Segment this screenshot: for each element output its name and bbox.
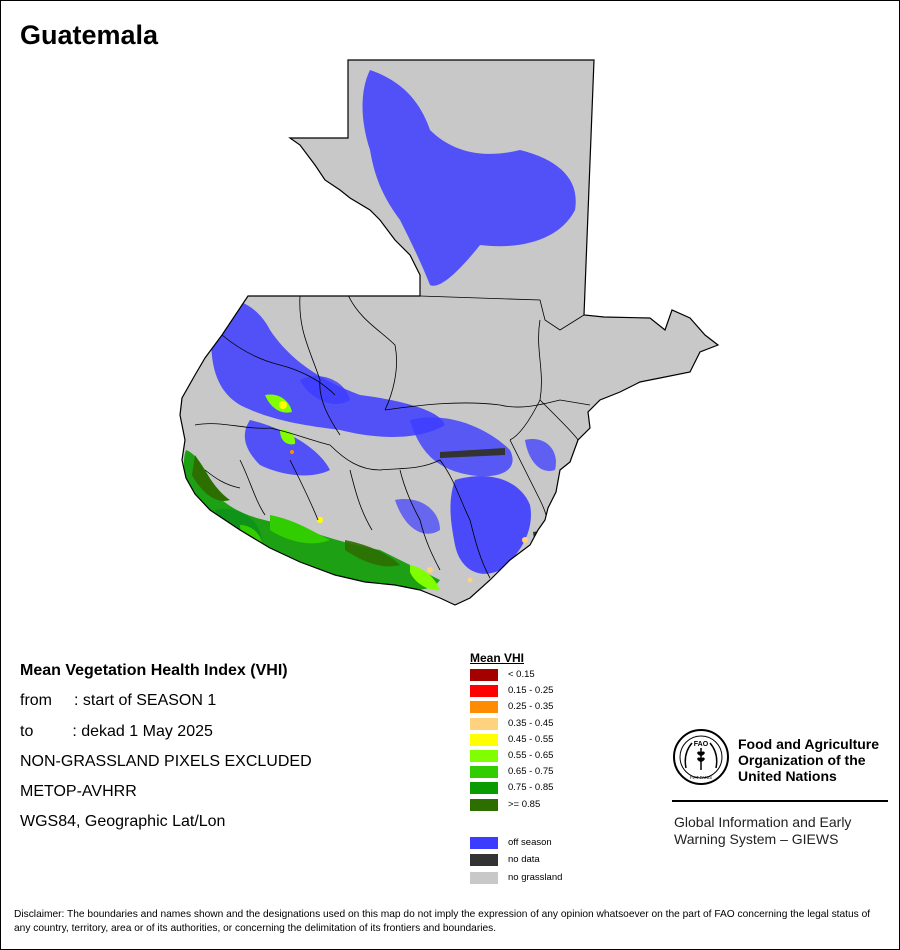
giews-line2: Warning System – GIEWS: [674, 831, 839, 847]
country-outline: [179, 59, 720, 606]
info-from-label: from: [20, 692, 52, 710]
legend-label: 0.55 - 0.65: [508, 750, 554, 761]
info-from-value: : start of SEASON 1: [74, 692, 217, 710]
department-boundaries: [194, 294, 591, 579]
fao-name-line1: Food and Agriculture: [738, 736, 880, 752]
legend-swatch: [470, 750, 498, 762]
legend-label: no grassland: [508, 871, 563, 883]
legend-swatch: [470, 782, 498, 795]
legend-swatch: [470, 701, 498, 714]
map-title: Guatemala: [20, 20, 159, 50]
legend-swatch: [470, 669, 498, 681]
info-to-value: : dekad 1 May 2025: [72, 722, 213, 740]
info-projection: WGS84, Geographic Lat/Lon: [20, 813, 226, 831]
legend-swatch: [470, 854, 498, 867]
info-from-row: from : start of SEASON 1: [20, 686, 312, 716]
legend-label: no data: [508, 854, 540, 866]
legend-label: 0.45 - 0.55: [508, 733, 554, 745]
info-to-label: to: [20, 722, 34, 740]
fao-logo-motto: FIAT PANIS: [690, 775, 712, 780]
legend-label: 0.35 - 0.45: [508, 717, 554, 729]
legend-swatch: [470, 685, 498, 698]
info-heading: Mean Vegetation Health Index (VHI): [20, 662, 288, 679]
legend-label: 0.25 - 0.35: [508, 701, 554, 713]
fao-name-line3: United Nations: [738, 768, 837, 784]
legend-swatch: [470, 733, 498, 746]
vegetation-dry-areas: [279, 401, 528, 583]
fao-divider: [672, 800, 888, 802]
vhi-pixel-layer: [183, 70, 576, 591]
legend-swatch: [470, 871, 498, 884]
legend-label: 0.75 - 0.85: [508, 782, 554, 794]
legend-label: 0.15 - 0.25: [508, 685, 554, 697]
legend-label: off season: [508, 836, 552, 848]
legend-swatch: [470, 717, 498, 730]
legend-label: >= 0.85: [508, 798, 541, 810]
legend-swatch: [470, 766, 498, 779]
fao-name: Food and Agriculture Organization of the…: [738, 736, 879, 784]
info-note: NON-GRASSLAND PIXELS EXCLUDED: [20, 752, 312, 770]
disclaimer: Disclaimer: The boundaries and names sho…: [14, 909, 871, 934]
info-to-row: to : dekad 1 May 2025: [20, 717, 312, 747]
giews-line1: Global Information and Early: [674, 814, 852, 830]
giews-name: Global Information and Early Warning Sys…: [674, 814, 851, 848]
legend-title: Mean VHI: [470, 651, 525, 665]
map-legend: Mean VHI < 0.15 0.15 - 0.25 0.25 - 0.35 0.3…: [470, 651, 562, 884]
map-info-block: Mean Vegetation Health Index (VHI) from:…: [20, 656, 312, 838]
legend-label: < 0.15: [508, 669, 535, 680]
country-map: [179, 59, 720, 606]
fao-name-line2: Organization of the: [738, 752, 866, 768]
info-sensor: METOP-AVHRR: [20, 783, 137, 801]
legend-swatch: [470, 836, 498, 849]
fao-logo-letters: FAO: [694, 741, 709, 748]
legend-swatch: [470, 798, 498, 811]
legend-label: 0.65 - 0.75: [508, 766, 554, 778]
fao-logo: FAO FIAT PANIS: [673, 729, 729, 785]
